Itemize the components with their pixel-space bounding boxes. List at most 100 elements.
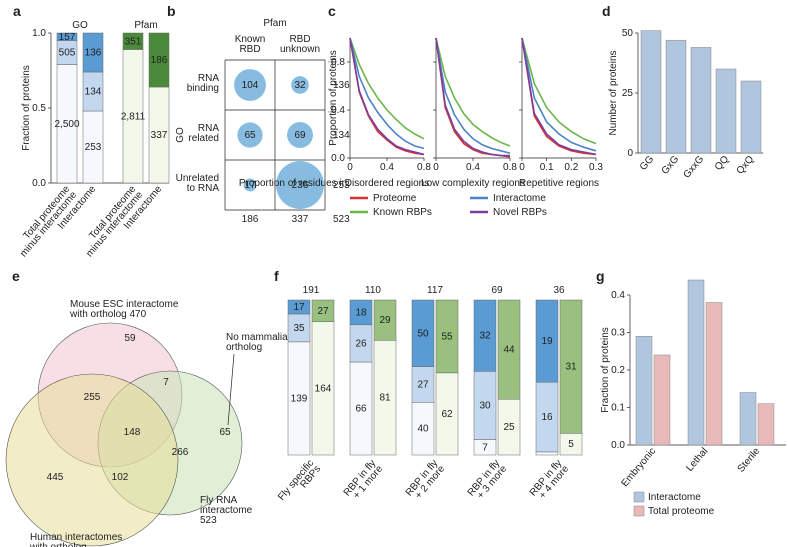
svg-text:Proteome: Proteome	[373, 193, 417, 204]
svg-text:36: 36	[553, 285, 565, 296]
bar	[688, 280, 704, 445]
series-line	[522, 38, 596, 154]
svg-text:Repetitive regions: Repetitive regions	[519, 178, 599, 189]
svg-text:RBP in fly+ 4 more: RBP in fly+ 4 more	[528, 458, 572, 505]
svg-text:RNAbinding: RNAbinding	[187, 73, 220, 94]
svg-text:0.0: 0.0	[611, 440, 625, 451]
svg-text:7: 7	[163, 377, 169, 388]
svg-text:GG: GG	[638, 154, 657, 173]
svg-text:0: 0	[627, 148, 633, 159]
series-line	[522, 38, 596, 151]
svg-text:30: 30	[479, 400, 491, 411]
svg-text:c: c	[328, 3, 336, 19]
svg-text:134: 134	[85, 87, 102, 98]
svg-text:164: 164	[315, 383, 332, 394]
svg-text:7: 7	[482, 442, 488, 453]
svg-text:0.8: 0.8	[417, 162, 431, 173]
svg-text:31: 31	[565, 362, 577, 373]
svg-text:RBP in fly+ 3 more: RBP in fly+ 3 more	[466, 458, 510, 505]
svg-text:f: f	[274, 268, 279, 284]
svg-text:Mouse ESC interactomewith orth: Mouse ESC interactomewith ortholog 470	[69, 299, 179, 320]
svg-text:RBP in fly+ 1 more: RBP in fly+ 1 more	[342, 458, 386, 505]
svg-text:Proportion of residues in:: Proportion of residues in:	[239, 178, 350, 189]
svg-text:Interactome: Interactome	[648, 492, 701, 503]
svg-text:GxG: GxG	[660, 154, 682, 177]
svg-text:Fly RNAinteractome523: Fly RNAinteractome523	[200, 495, 253, 526]
svg-text:GO: GO	[72, 20, 88, 31]
svg-text:35: 35	[293, 323, 305, 334]
svg-text:337: 337	[151, 130, 168, 141]
svg-text:GxxG: GxxG	[681, 154, 706, 181]
svg-text:0.2: 0.2	[611, 365, 625, 376]
svg-text:104: 104	[242, 80, 259, 91]
svg-text:27: 27	[317, 306, 329, 317]
svg-text:Novel RBPs: Novel RBPs	[493, 207, 547, 218]
svg-text:KnownRBD: KnownRBD	[235, 34, 266, 55]
bar	[691, 47, 711, 153]
svg-text:0.4: 0.4	[611, 290, 625, 301]
svg-text:Total proteome: Total proteome	[648, 506, 715, 517]
bar	[741, 81, 761, 153]
svg-text:Fly specificRBPs: Fly specificRBPs	[276, 458, 323, 509]
svg-text:0: 0	[519, 162, 525, 173]
panel-d: d02550Number of proteinsGGGxGGxxGQQQxQ	[602, 3, 763, 181]
panel-e: eMouse ESC interactomewith ortholog 470F…	[6, 268, 293, 547]
svg-text:0.3: 0.3	[589, 162, 603, 173]
series-line	[436, 38, 510, 153]
svg-text:523: 523	[333, 214, 350, 225]
svg-text:148: 148	[124, 427, 141, 438]
bar	[706, 303, 722, 446]
svg-text:1.0: 1.0	[32, 28, 46, 39]
svg-text:337: 337	[292, 214, 309, 225]
svg-text:Low complexity regions: Low complexity regions	[421, 178, 525, 189]
svg-text:32: 32	[294, 80, 306, 91]
svg-text:Pfam: Pfam	[263, 18, 286, 29]
svg-text:445: 445	[47, 472, 64, 483]
svg-text:40: 40	[417, 424, 429, 435]
svg-text:5: 5	[568, 439, 574, 450]
svg-text:0: 0	[347, 162, 353, 173]
svg-text:81: 81	[379, 393, 391, 404]
svg-text:2,500: 2,500	[54, 119, 79, 130]
svg-text:Sterile: Sterile	[736, 446, 763, 475]
panel-c-legend: ProteomeInteractomeKnown RBPsNovel RBPs	[350, 193, 547, 218]
svg-text:QQ: QQ	[713, 154, 732, 173]
svg-text:0.0: 0.0	[331, 153, 345, 164]
series-line	[350, 38, 424, 154]
series-line	[522, 38, 596, 154]
svg-text:50: 50	[417, 328, 429, 339]
svg-text:0: 0	[433, 162, 439, 173]
svg-text:Fraction of proteins: Fraction of proteins	[21, 65, 32, 151]
svg-text:Lethal: Lethal	[684, 446, 710, 474]
svg-text:GO: GO	[175, 127, 186, 143]
svg-text:253: 253	[85, 142, 102, 153]
panel-a: a0.00.51.0Fraction of proteins2,50050515…	[11, 3, 169, 259]
svg-text:66: 66	[355, 404, 367, 415]
svg-text:Number of proteins: Number of proteins	[608, 50, 619, 135]
subplot-1: 00.40.8Low complexity regions	[421, 38, 525, 189]
svg-text:Known RBPs: Known RBPs	[373, 207, 432, 218]
svg-text:18: 18	[355, 307, 367, 318]
svg-text:0.0: 0.0	[32, 178, 46, 189]
svg-text:19: 19	[541, 336, 553, 347]
svg-text:266: 266	[172, 447, 189, 458]
svg-text:351: 351	[125, 36, 142, 47]
svg-text:17: 17	[293, 302, 305, 313]
svg-text:65: 65	[219, 427, 231, 438]
svg-text:139: 139	[291, 393, 308, 404]
svg-text:0.2: 0.2	[564, 162, 578, 173]
svg-text:Embryonic: Embryonic	[619, 446, 658, 489]
svg-text:0.5: 0.5	[32, 103, 46, 114]
bar	[758, 404, 774, 445]
subplot-2: 00.10.20.3Repetitive regions	[519, 38, 603, 189]
svg-text:RBP in fly+ 2 more: RBP in fly+ 2 more	[404, 458, 448, 505]
series-line	[350, 38, 424, 148]
svg-text:a: a	[13, 3, 21, 19]
svg-text:29: 29	[379, 315, 391, 326]
svg-text:186: 186	[151, 55, 168, 66]
svg-text:Fraction of proteins: Fraction of proteins	[600, 327, 611, 413]
svg-text:0.4: 0.4	[380, 162, 394, 173]
svg-text:0.4: 0.4	[331, 105, 345, 116]
svg-text:186: 186	[242, 214, 259, 225]
bar	[740, 393, 756, 446]
